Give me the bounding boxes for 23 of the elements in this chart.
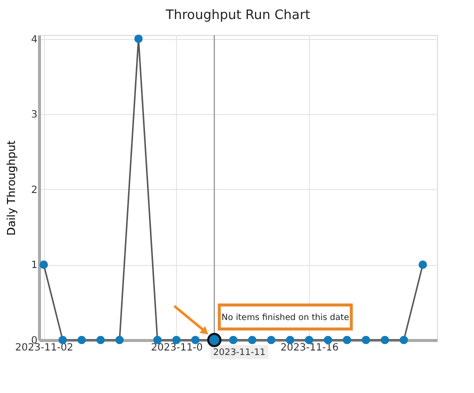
chart-title: Throughput Run Chart	[164, 8, 310, 23]
x-tick-label: 2023-11-16	[280, 342, 339, 354]
point	[77, 336, 86, 344]
point	[266, 336, 276, 344]
y-tick-label: 3	[31, 110, 38, 121]
y-tick-label: 2	[31, 184, 38, 196]
point	[96, 336, 105, 344]
point	[342, 336, 352, 344]
y-tick-label: 1	[31, 260, 38, 272]
point	[229, 336, 238, 344]
point	[418, 260, 427, 269]
point	[380, 336, 390, 344]
point	[400, 336, 408, 344]
point	[134, 34, 143, 43]
point	[248, 336, 256, 344]
y-axis-title: Daily Throughput	[5, 140, 18, 236]
x-tick-label: 2023-11-0	[151, 342, 203, 354]
point	[40, 260, 48, 269]
ref-line-label: 2023-11-11	[213, 348, 266, 358]
point	[362, 336, 370, 344]
annotation: No items finished on this date	[222, 313, 350, 323]
y-tick-label: 4	[31, 34, 38, 46]
point	[115, 336, 124, 344]
